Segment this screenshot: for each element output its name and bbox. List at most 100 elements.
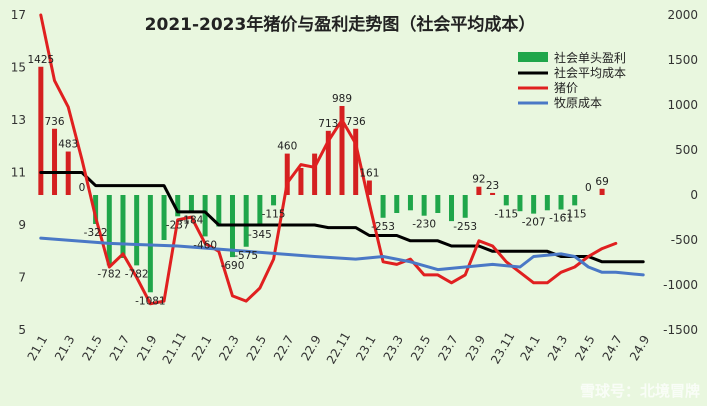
profit-bar xyxy=(476,186,482,195)
y-left-tick-label: 15 xyxy=(11,61,26,75)
bar-data-label: 92 xyxy=(472,174,485,186)
x-tick-label: 21.3 xyxy=(52,333,77,363)
profit-bar xyxy=(435,195,441,213)
profit-bar xyxy=(490,192,496,195)
bar-data-label: -1081 xyxy=(135,295,166,307)
profit-bar xyxy=(52,128,58,195)
series-line xyxy=(39,236,645,277)
legend-label: 社会平均成本 xyxy=(554,65,626,80)
bar-data-label: -782 xyxy=(125,268,149,280)
profit-bar xyxy=(175,195,181,217)
bar-data-label: 0 xyxy=(79,182,86,194)
x-tick-label: 21.11 xyxy=(160,330,189,367)
bar-data-label: 460 xyxy=(277,141,297,153)
x-tick-label: 21.5 xyxy=(79,333,104,363)
profit-bar xyxy=(325,130,331,195)
bar-data-label: 736 xyxy=(346,116,366,128)
x-tick-label: 23.11 xyxy=(488,330,517,367)
bar-data-label: -207 xyxy=(522,217,546,229)
y-right-tick-label: -1500 xyxy=(663,323,698,337)
profit-bar xyxy=(380,195,386,218)
profit-bar xyxy=(544,195,550,211)
bar-data-label: -322 xyxy=(84,227,108,239)
bar-data-label: 736 xyxy=(45,116,65,128)
y-left-tick-label: 9 xyxy=(18,218,26,232)
y-right-tick-label: -1000 xyxy=(663,278,698,292)
x-tick-label: 21.9 xyxy=(134,333,159,363)
y-right-tick-label: 500 xyxy=(675,143,698,157)
x-tick-label: 24.5 xyxy=(572,333,597,363)
series-lines xyxy=(39,13,645,306)
x-tick-label: 22.7 xyxy=(271,333,296,363)
bar-data-label: 23 xyxy=(486,180,499,192)
legend-label: 社会单头盈利 xyxy=(554,50,626,65)
x-tick-label: 24.7 xyxy=(600,333,625,363)
bar-data-label: 483 xyxy=(58,139,78,151)
y-left-tick-label: 5 xyxy=(18,323,26,337)
bar-data-label: -115 xyxy=(262,208,286,220)
profit-bar xyxy=(120,195,126,258)
y-right-tick-label: 0 xyxy=(690,188,698,202)
profit-bar xyxy=(298,168,304,195)
profit-bar xyxy=(134,195,140,266)
x-tick-label: 22.3 xyxy=(216,333,241,363)
profit-bar xyxy=(188,195,194,212)
x-tick-label: 23.1 xyxy=(353,333,378,363)
bar-data-label: -253 xyxy=(453,221,477,233)
x-tick-label: 24.3 xyxy=(545,333,570,363)
bar-data-label: 1425 xyxy=(27,54,54,66)
y-left-tick-label: 13 xyxy=(11,113,26,127)
profit-bar xyxy=(271,195,277,206)
x-tick-label: 22.5 xyxy=(244,333,269,363)
y-left-tick-label: 11 xyxy=(11,166,26,180)
profit-bar xyxy=(531,195,537,214)
bar-data-label: -161 xyxy=(549,212,573,224)
bar-data-label: 0 xyxy=(585,182,592,194)
bar-data-label: 713 xyxy=(318,118,338,130)
profit-bar xyxy=(243,195,249,247)
bar-data-label: -690 xyxy=(221,260,245,272)
profit-bar xyxy=(161,195,167,240)
x-tick-label: 22.9 xyxy=(298,333,323,363)
legend-swatch xyxy=(518,52,548,62)
y-right-tick-label: -500 xyxy=(671,233,698,247)
profit-bar xyxy=(599,188,605,195)
x-tick-label: 23.7 xyxy=(435,333,460,363)
profit-bar xyxy=(202,195,208,237)
x-tick-label: 21.1 xyxy=(25,333,50,363)
bar-data-label: -345 xyxy=(248,229,272,241)
watermark: 雪球号：北境冒牌 xyxy=(580,382,700,400)
bar-data-label: 161 xyxy=(359,168,379,180)
profit-bar xyxy=(38,66,44,195)
profit-bar xyxy=(517,195,523,212)
bar-data-label: -230 xyxy=(412,219,436,231)
y-right-tick-label: 1500 xyxy=(667,53,698,67)
profit-bar xyxy=(353,128,359,195)
legend-label: 猪价 xyxy=(554,81,578,95)
profit-bar xyxy=(216,195,222,227)
y-right-tick-label: 2000 xyxy=(667,8,698,22)
y-right-tick-label: 1000 xyxy=(667,98,698,112)
profit-bar xyxy=(284,153,290,195)
bar-data-label: -460 xyxy=(193,239,217,251)
profit-bar xyxy=(394,195,400,213)
profit-bar xyxy=(449,195,455,222)
profit-bar xyxy=(257,195,263,227)
profit-bar xyxy=(572,195,578,206)
x-tick-label: 22.11 xyxy=(324,330,353,367)
profit-bar xyxy=(407,195,413,211)
data-labels: 1425 736 483 0 -322 -782 -782 -1081 -237-184 -460… xyxy=(27,54,608,308)
x-tick-label: 24.9 xyxy=(627,333,652,363)
profit-bar xyxy=(421,195,427,216)
x-tick-label: 22.1 xyxy=(189,333,214,363)
bar-data-label: -237 xyxy=(166,219,190,231)
y-left-tick-label: 7 xyxy=(18,271,26,285)
profit-bar xyxy=(339,105,345,195)
profit-bar xyxy=(558,195,564,210)
profit-bars xyxy=(38,66,605,293)
y-left-tick-label: 17 xyxy=(11,8,26,22)
profit-bar xyxy=(462,195,468,218)
x-tick-label: 23.3 xyxy=(381,333,406,363)
